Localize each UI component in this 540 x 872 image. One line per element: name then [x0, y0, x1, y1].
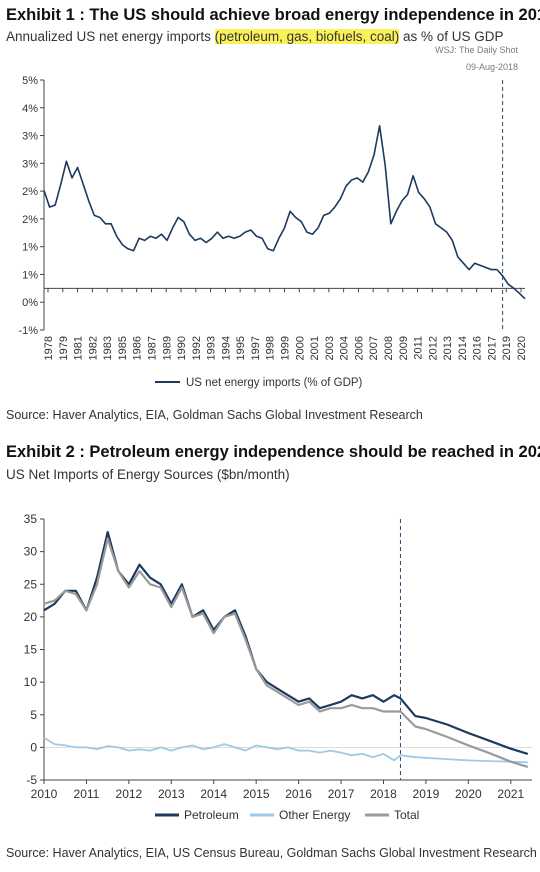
x-tick-label: 2008: [383, 336, 395, 360]
y-tick-label: 1%: [22, 242, 38, 254]
legend-label-other-energy: Other Energy: [279, 808, 350, 822]
x-tick-label: 2020: [516, 336, 528, 360]
y-tick-label: 0: [30, 740, 37, 754]
y-tick-label: 3%: [22, 131, 38, 143]
x-tick-label: 2007: [368, 336, 380, 360]
x-tick-label: 2001: [309, 336, 321, 360]
exhibit1-subtitle-pre: Annualized US net energy imports: [6, 29, 215, 44]
exhibit1-subtitle-highlight: (petroleum, gas, biofuels, coal): [214, 29, 400, 44]
x-tick-label: 1990: [176, 336, 188, 360]
series-line-projection: [496, 269, 526, 300]
legend-label-petroleum: Petroleum: [184, 808, 239, 822]
x-tick-label: 2016: [472, 336, 484, 360]
legend-label-total: Total: [394, 808, 419, 822]
x-tick-label: 2011: [74, 787, 100, 801]
y-tick-label: 25: [24, 577, 38, 591]
x-tick-label: 2013: [442, 336, 454, 360]
x-tick-label: 1985: [117, 336, 129, 360]
x-tick-label: 2013: [158, 787, 185, 801]
x-tick-label: 2010: [31, 787, 58, 801]
x-tick-label: 2014: [457, 336, 469, 360]
y-tick-label: 20: [24, 610, 38, 624]
y-tick-label: 30: [24, 545, 38, 559]
watermark-date: 09-Aug-2018: [465, 62, 518, 72]
x-tick-label: 2021: [497, 787, 524, 801]
x-tick-label: 1994: [220, 336, 232, 360]
x-tick-label: 1986: [132, 336, 144, 360]
watermark-source: WSJ: The Daily Shot: [435, 45, 518, 55]
series-line-total: [43, 537, 529, 768]
y-tick-label: 15: [24, 643, 38, 657]
x-tick-label: 2009: [398, 336, 410, 360]
x-tick-label: 2012: [116, 787, 143, 801]
y-tick-label: 5%: [22, 75, 38, 87]
exhibit2-subtitle: US Net Imports of Energy Sources ($bn/mo…: [6, 467, 290, 482]
x-tick-label: 1978: [43, 336, 55, 360]
x-tick-label: 2004: [339, 336, 351, 360]
y-tick-label: 0%: [22, 297, 38, 309]
exhibit2-title: Exhibit 2 : Petroleum energy independenc…: [6, 443, 540, 461]
x-tick-label: 2015: [243, 787, 270, 801]
series-line-other-energy: [43, 736, 528, 764]
x-tick-label: 2019: [413, 787, 440, 801]
y-tick-label: 35: [24, 512, 38, 526]
x-tick-label: 2003: [324, 336, 336, 360]
x-tick-label: 2018: [370, 787, 397, 801]
y-tick-label: 1%: [22, 269, 38, 281]
y-tick-label: 4%: [22, 103, 38, 115]
exhibit1-subtitle-post: as % of US GDP: [399, 29, 504, 44]
x-tick-label: 2019: [501, 336, 513, 360]
x-tick-label: 1993: [206, 336, 218, 360]
x-tick-label: 1998: [265, 336, 277, 360]
x-tick-label: 1979: [58, 336, 70, 360]
exhibit1-title: Exhibit 1 : The US should achieve broad …: [6, 6, 540, 24]
x-tick-label: 2011: [413, 336, 425, 360]
x-tick-label: 1999: [280, 336, 292, 360]
exhibit2-chart: -5 0 5 10 15 20 25 30 35 2010 2011 2012 2013 2014 2015…: [24, 512, 532, 822]
x-tick-label: 1983: [102, 336, 114, 360]
y-tick-label: 2%: [22, 214, 38, 226]
x-tick-label: 2017: [328, 787, 355, 801]
y-tick-label: 2%: [22, 186, 38, 198]
y-tick-label: 5: [30, 708, 37, 722]
exhibit1-subtitle: Annualized US net energy imports (petrol…: [6, 29, 504, 44]
x-tick-label: 1982: [87, 336, 99, 360]
x-tick-label: 1997: [250, 336, 262, 360]
x-tick-label: 1989: [161, 336, 173, 360]
exhibit1-source: Source: Haver Analytics, EIA, Goldman Sa…: [6, 408, 423, 422]
exhibit1-chart: -1%0%1%1%2%2%3%3%4%5%1978 1979 1981 1982 198…: [18, 75, 528, 389]
x-tick-label: 1981: [73, 336, 85, 360]
y-tick-label: -1%: [18, 325, 38, 337]
x-tick-label: 2000: [294, 336, 306, 360]
y-tick-label: 3%: [22, 158, 38, 170]
series-line-net-imports: [43, 125, 497, 271]
x-tick-label: 2012: [427, 336, 439, 360]
exhibit2-source: Source: Haver Analytics, EIA, US Census …: [6, 846, 537, 860]
y-tick-label: 10: [24, 675, 38, 689]
x-tick-label: 2016: [285, 787, 312, 801]
legend-label-net-imports: US net energy imports (% of GDP): [186, 377, 363, 389]
x-tick-label: 2020: [455, 787, 482, 801]
x-tick-label: 1992: [191, 336, 203, 360]
x-tick-label: 2014: [200, 787, 227, 801]
y-tick-label: -5: [26, 773, 37, 787]
x-tick-label: 1995: [235, 336, 247, 360]
x-tick-label: 1987: [146, 336, 158, 360]
x-tick-label: 2006: [353, 336, 365, 360]
x-tick-label: 2017: [486, 336, 498, 360]
